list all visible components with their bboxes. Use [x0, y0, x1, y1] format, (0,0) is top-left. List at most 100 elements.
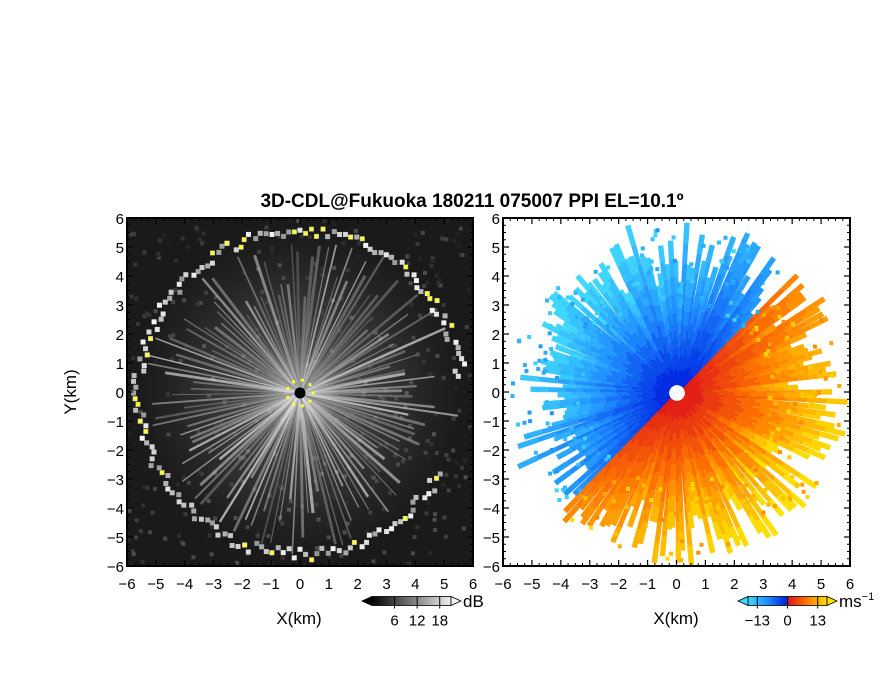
velocity-edge-pixel [605, 324, 610, 329]
velocity-ray-segment [592, 277, 607, 295]
velocity-edge-pixel [690, 482, 695, 487]
clutter-pixel [427, 296, 432, 301]
velocity-ray-segment [752, 340, 772, 354]
velocity-ray-segment [595, 447, 609, 460]
velocity-ray-segment [626, 308, 639, 326]
velocity-ray-segment [621, 433, 637, 448]
velocity-ray-segment [785, 433, 805, 445]
velocity-ray-segment [658, 460, 666, 477]
velocity-edge-pixel [611, 499, 616, 504]
velocity-ray-segment [761, 358, 778, 368]
velocity-ray-segment [584, 468, 601, 485]
velocity-ray-segment [618, 492, 631, 511]
velocity-ray-segment [595, 333, 613, 348]
reflectivity-ray [299, 391, 426, 427]
velocity-ray-segment [637, 410, 650, 421]
edge-echo-pixel [459, 356, 465, 362]
velocity-ray-segment [681, 448, 687, 465]
velocity-ray-segment [738, 413, 758, 424]
velocity-ray-segment [652, 490, 661, 507]
velocity-ray-segment [584, 432, 601, 445]
velocity-ray-segment [732, 320, 745, 334]
velocity-edge-pixel [790, 443, 795, 448]
reflectivity-ray [299, 293, 419, 395]
velocity-ray-segment [588, 370, 606, 379]
x-tick-label: 4 [411, 576, 419, 593]
colorbar-unit-label: dB [463, 592, 484, 611]
velocity-ray-segment [760, 378, 780, 386]
velocity-ray-segment [721, 519, 733, 539]
velocity-ray-segment [625, 281, 638, 301]
velocity-ray-segment [700, 348, 714, 364]
speckle-pixel [147, 313, 152, 318]
speckle-pixel [437, 278, 442, 283]
velocity-ray-segment [776, 342, 792, 354]
velocity-ray-segment [711, 472, 724, 493]
velocity-ray-segment [726, 334, 745, 351]
reflectivity-ray [199, 392, 302, 506]
velocity-ray-segment [705, 244, 715, 264]
velocity-ray-segment [559, 374, 574, 382]
edge-echo-pixel [151, 449, 157, 455]
velocity-edge-pixel [748, 498, 753, 503]
velocity-edge-pixel [543, 357, 548, 362]
velocity-ray-segment [689, 500, 698, 517]
velocity-ray-segment [653, 507, 662, 524]
velocity-edge-pixel [749, 495, 754, 500]
speckle-pixel [280, 555, 285, 560]
velocity-edge-pixel [761, 510, 766, 515]
velocity-ray-segment [553, 470, 572, 486]
velocity-ray-segment [712, 316, 725, 333]
speckle-pixel [303, 555, 308, 560]
velocity-ray-segment [612, 406, 633, 417]
reflectivity-ray [299, 391, 413, 398]
velocity-ray-segment [610, 362, 627, 372]
velocity-ray-segment [616, 430, 630, 443]
y-tick-label: 5 [116, 240, 124, 257]
velocity-ray-segment [651, 439, 660, 454]
velocity-ray-segment [709, 495, 720, 516]
velocity-ray-segment [729, 288, 743, 306]
velocity-ray-segment [663, 497, 670, 518]
reflectivity-ray [164, 371, 301, 395]
edge-echo-pixel [168, 289, 174, 295]
x-tick-label: 3 [759, 576, 767, 593]
edge-echo-pixel [253, 236, 259, 242]
velocity-ray-segment [712, 289, 725, 311]
velocity-edge-pixel [602, 492, 607, 497]
velocity-ray-segment [685, 524, 693, 546]
velocity-ray-segment [678, 513, 685, 533]
y-tick-label: −3 [107, 472, 124, 489]
edge-echo-pixel [410, 499, 416, 505]
y-tick-label: −1 [107, 414, 124, 431]
velocity-ray-segment [745, 394, 767, 400]
velocity-ray-segment [802, 439, 822, 452]
velocity-ray-segment [708, 266, 719, 283]
velocity-ray-segment [736, 243, 751, 264]
speckle-pixel [434, 273, 439, 278]
velocity-edge-pixel [549, 448, 554, 453]
reflectivity-ray [299, 392, 397, 496]
reflectivity-ray [181, 392, 301, 465]
velocity-ray-segment [719, 490, 733, 511]
velocity-edge-pixel [755, 309, 760, 314]
velocity-ray-segment [700, 296, 710, 313]
velocity-edge-pixel [563, 437, 568, 442]
velocity-ray-segment [744, 353, 762, 364]
speckle-pixel [129, 232, 134, 237]
speckle-pixel [136, 321, 141, 326]
edge-echo-pixel [337, 231, 343, 237]
edge-echo-pixel [227, 533, 233, 539]
velocity-ray-segment [625, 377, 641, 385]
velocity-ray-segment [735, 297, 750, 316]
velocity-ray-segment [701, 433, 716, 453]
velocity-ray-segment [627, 510, 638, 528]
velocity-ray-segment [567, 360, 584, 370]
edge-echo-pixel [389, 526, 395, 532]
velocity-edge-pixel [570, 302, 575, 307]
edge-echo-pixel [199, 265, 205, 271]
reflectivity-ray [188, 391, 301, 452]
velocity-ray-segment [748, 514, 763, 534]
speckle-pixel [157, 238, 162, 243]
velocity-ray-segment [795, 354, 813, 364]
